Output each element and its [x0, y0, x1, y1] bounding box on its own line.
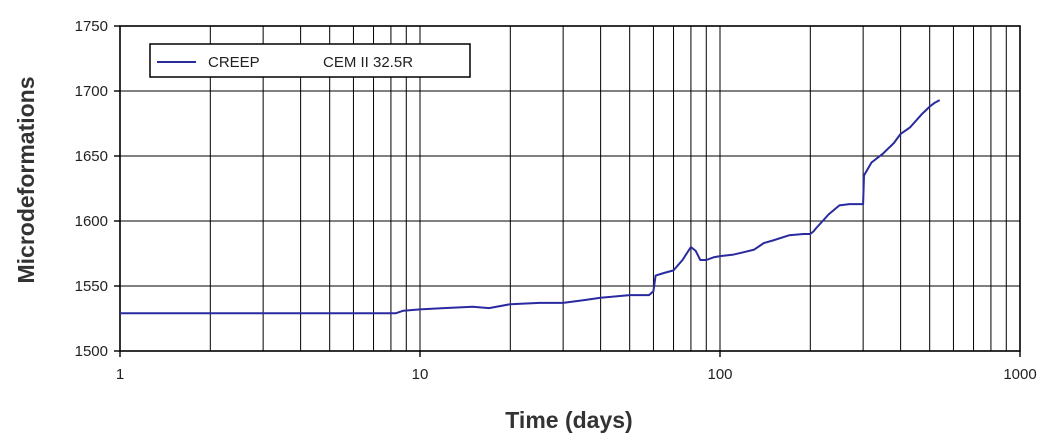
y-tick-label: 1600 [75, 213, 108, 230]
legend-label: CREEP [208, 54, 260, 71]
plot-area-border [119, 25, 1021, 352]
legend: CREEP CEM II 32.5R [149, 43, 471, 78]
y-tick-label: 1650 [75, 148, 108, 165]
y-tick-label: 1750 [75, 18, 108, 35]
x-tick-label: 10 [412, 366, 429, 383]
creep-series-line [120, 99, 941, 315]
x-tick-label: 1 [116, 366, 124, 383]
tick-labels: 1 10 100 1000 1500 1550 1600 1650 1700 1750 [75, 18, 1037, 383]
x-tick-label: 100 [707, 366, 732, 383]
y-tick-label: 1500 [75, 343, 108, 360]
x-tick-label: 1000 [1003, 366, 1036, 383]
legend-box [149, 43, 471, 78]
grid-lines [120, 26, 1020, 351]
y-tick-label: 1700 [75, 83, 108, 100]
x-axis-title: Time (days) [505, 407, 632, 433]
legend-extra-text: CEM II 32.5R [323, 54, 413, 71]
y-axis-title: Microdeformations [13, 76, 39, 283]
y-tick-label: 1550 [75, 278, 108, 295]
